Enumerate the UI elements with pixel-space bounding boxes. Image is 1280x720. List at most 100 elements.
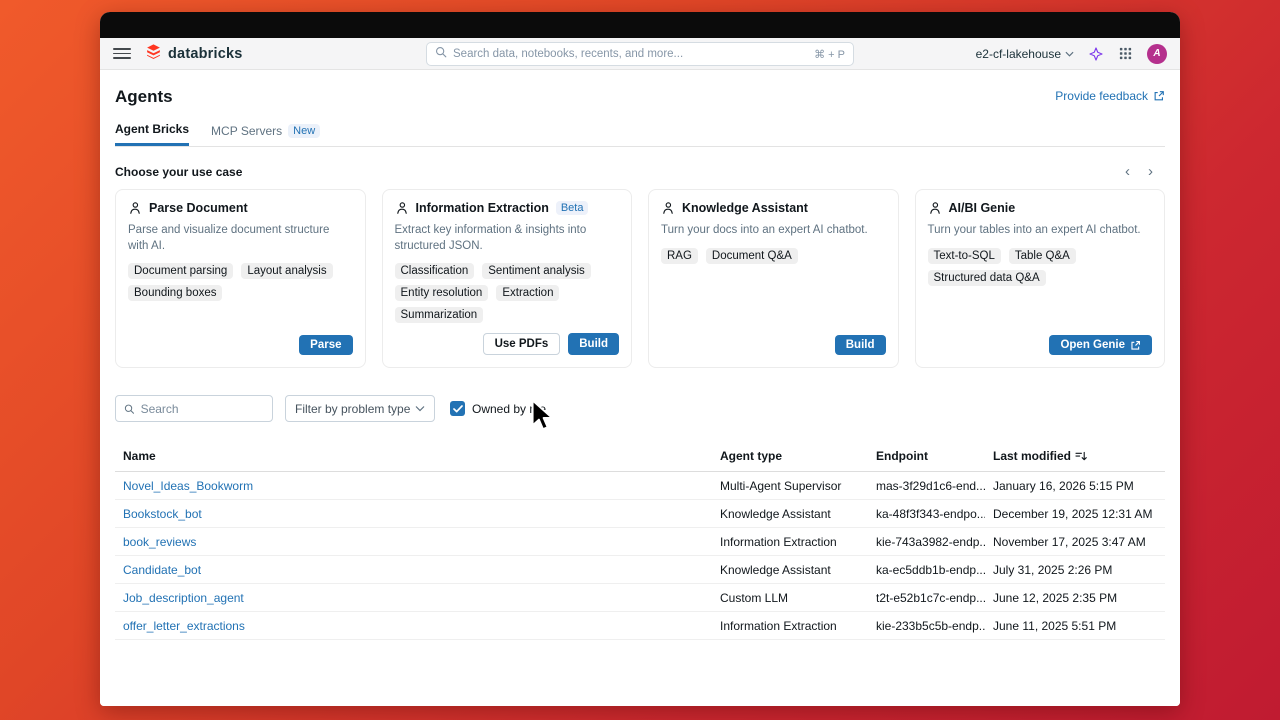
user-icon	[929, 202, 940, 214]
carousel-controls: ‹ ›	[1125, 164, 1153, 179]
use-case-header: Choose your use case ‹ ›	[115, 164, 1165, 179]
chevron-down-icon	[1065, 51, 1074, 57]
use-case-cards: Parse Document Parse and visualize docum…	[115, 189, 1165, 369]
agent-type-cell: Multi-Agent Supervisor	[712, 471, 868, 501]
agent-name-link[interactable]: Job_description_agent	[123, 590, 244, 605]
user-avatar[interactable]: A	[1147, 43, 1167, 64]
databricks-logo[interactable]: databricks	[145, 43, 243, 65]
app-grid-icon	[1119, 47, 1132, 60]
endpoint-cell: ka-ec5ddb1b-endp...	[868, 555, 985, 585]
beta-badge: Beta	[555, 201, 589, 215]
agent-type-cell: Custom LLM	[712, 583, 868, 613]
card-aibi-genie: AI/BI Genie Turn your tables into an exp…	[914, 189, 1165, 369]
external-link-icon	[1154, 91, 1164, 101]
top-navbar: databricks Search data, notebooks, recen…	[100, 38, 1180, 70]
column-last-modified[interactable]: Last modified	[985, 443, 1165, 473]
tag: Layout analysis	[241, 263, 333, 280]
user-icon	[130, 202, 140, 214]
page-title: Agents	[115, 87, 173, 106]
card-information-extraction: Information Extraction Beta Extract key …	[381, 189, 632, 369]
column-name[interactable]: Name	[115, 443, 712, 473]
agent-name-link[interactable]: offer_letter_extractions	[123, 618, 245, 633]
tag: Summarization	[394, 307, 484, 324]
column-agent-type[interactable]: Agent type	[712, 443, 868, 473]
global-search-input[interactable]: Search data, notebooks, recents, and mor…	[426, 42, 854, 66]
navbar-right-group: e2-cf-lakehouse A	[976, 43, 1167, 64]
table-filters: Filter by problem type Owned by me	[115, 395, 1165, 423]
card-title: AI/BI Genie	[948, 201, 1016, 215]
tag: Document parsing	[128, 263, 234, 280]
owned-by-me-checkbox[interactable]: Owned by me	[450, 401, 547, 417]
build-button[interactable]: Build	[568, 333, 619, 356]
agents-search-field[interactable]	[115, 395, 273, 423]
tab-mcp-servers[interactable]: MCP Servers New	[211, 122, 321, 146]
use-pdfs-button[interactable]: Use PDFs	[482, 333, 561, 356]
provide-feedback-link[interactable]: Provide feedback	[1055, 89, 1165, 103]
window-titlebar	[100, 12, 1180, 38]
card-description: Turn your tables into an expert AI chatb…	[927, 224, 1141, 236]
sidebar-toggle-button[interactable]	[113, 46, 131, 61]
app-switcher-button[interactable]	[1118, 46, 1133, 61]
table-row: book_reviews Information Extraction kie-…	[115, 527, 1165, 557]
global-search-placeholder: Search data, notebooks, recents, and mor…	[453, 48, 684, 60]
databricks-logo-icon	[145, 43, 162, 65]
hamburger-icon	[113, 47, 131, 50]
last-modified-cell: November 17, 2025 3:47 AM	[985, 527, 1165, 557]
assistant-sparkle-button[interactable]	[1088, 46, 1104, 62]
agent-type-cell: Knowledge Assistant	[712, 499, 868, 529]
card-title: Parse Document	[149, 201, 248, 215]
new-badge: New	[288, 123, 321, 138]
card-parse-document: Parse Document Parse and visualize docum…	[115, 189, 366, 369]
table-header-row: Name Agent type Endpoint Last modified	[115, 443, 1165, 473]
table-row: offer_letter_extractions Information Ext…	[115, 611, 1165, 641]
tag: Text-to-SQL	[927, 247, 1001, 264]
agent-type-cell: Knowledge Assistant	[712, 555, 868, 585]
open-genie-button[interactable]: Open Genie	[1049, 335, 1152, 356]
agent-name-link[interactable]: Candidate_bot	[123, 562, 202, 577]
tab-agent-bricks[interactable]: Agent Bricks	[115, 122, 190, 146]
checkbox-checked-icon[interactable]	[450, 401, 465, 417]
card-description: Extract key information & insights into …	[394, 224, 587, 252]
card-title: Knowledge Assistant	[682, 201, 808, 215]
parse-button[interactable]: Parse	[299, 335, 353, 356]
tag: Document Q&A	[705, 247, 798, 264]
user-icon	[396, 202, 407, 214]
endpoint-cell: ka-48f3f343-endpo...	[868, 499, 985, 529]
agents-search-input[interactable]	[140, 401, 264, 416]
page-header: Agents Provide feedback	[115, 70, 1165, 107]
browser-window: databricks Search data, notebooks, recen…	[100, 12, 1180, 706]
last-modified-cell: July 31, 2025 2:26 PM	[985, 555, 1165, 585]
table-row: Job_description_agent Custom LLM t2t-e52…	[115, 583, 1165, 613]
carousel-next-button[interactable]: ›	[1148, 163, 1153, 180]
sort-descending-icon	[1075, 451, 1087, 460]
problem-type-filter-dropdown[interactable]: Filter by problem type	[285, 395, 435, 423]
build-button[interactable]: Build	[834, 335, 886, 356]
search-icon	[435, 45, 447, 63]
agent-name-link[interactable]: Novel_Ideas_Bookworm	[123, 478, 254, 493]
card-title: Information Extraction	[415, 201, 549, 215]
sparkle-icon	[1089, 46, 1103, 61]
endpoint-cell: mas-3f29d1c6-end...	[868, 471, 985, 501]
tag: Bounding boxes	[128, 285, 223, 302]
tag: Table Q&A	[1008, 247, 1076, 264]
last-modified-cell: January 16, 2026 5:15 PM	[985, 471, 1165, 501]
card-description: Turn your docs into an expert AI chatbot…	[661, 224, 868, 236]
tab-bar: Agent Bricks MCP Servers New	[115, 122, 1165, 147]
table-row: Candidate_bot Knowledge Assistant ka-ec5…	[115, 555, 1165, 585]
workspace-selector[interactable]: e2-cf-lakehouse	[976, 47, 1074, 61]
agent-name-link[interactable]: Bookstock_bot	[123, 506, 202, 521]
last-modified-cell: December 19, 2025 12:31 AM	[985, 499, 1165, 529]
column-endpoint[interactable]: Endpoint	[868, 443, 985, 473]
endpoint-cell: t2t-e52b1c7c-endp...	[868, 583, 985, 613]
page-content: Agents Provide feedback Agent Bricks MCP…	[100, 70, 1180, 706]
agent-name-link[interactable]: book_reviews	[123, 534, 197, 549]
carousel-prev-button[interactable]: ‹	[1125, 163, 1130, 180]
endpoint-cell: kie-743a3982-endp...	[868, 527, 985, 557]
owned-by-me-label: Owned by me	[472, 401, 547, 416]
last-modified-cell: June 12, 2025 2:35 PM	[985, 583, 1165, 613]
endpoint-cell: kie-233b5c5b-endp...	[868, 611, 985, 641]
user-icon	[663, 202, 673, 214]
tag: Classification	[394, 263, 475, 280]
tag: Extraction	[496, 285, 560, 302]
agents-table: Name Agent type Endpoint Last modified N…	[115, 443, 1165, 641]
